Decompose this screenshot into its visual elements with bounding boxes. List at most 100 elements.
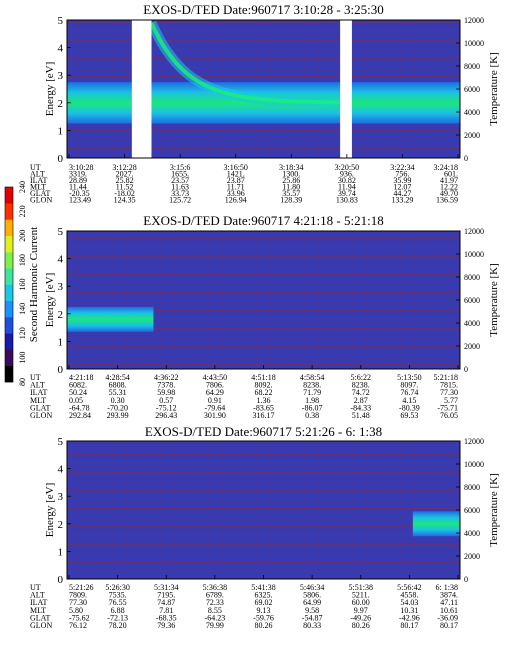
row-value-mlt: 2.87 bbox=[354, 396, 368, 405]
row-value-ut: 5:21:18 bbox=[434, 373, 458, 382]
row-value-mlt: 0.57 bbox=[159, 396, 173, 405]
row-value-ut: 5:56:42 bbox=[397, 583, 421, 592]
row-value-mlt: 12.22 bbox=[440, 183, 458, 192]
spectrogram-texture bbox=[67, 231, 460, 369]
colorbar-tick-label: 80 bbox=[18, 378, 27, 386]
row-value-glon: 69.53 bbox=[400, 411, 418, 420]
row-label-glat: GLAT bbox=[30, 403, 51, 412]
row-value-alt: 8097. bbox=[400, 381, 418, 390]
row-value-alt: 5806. bbox=[303, 591, 321, 600]
row-value-alt: 7809. bbox=[69, 591, 87, 600]
row-value-glon: 80.26 bbox=[352, 621, 370, 630]
row-value-ut: 5:41:38 bbox=[251, 583, 275, 592]
row-value-alt: 6082. bbox=[69, 381, 87, 390]
colorbar-swatch bbox=[5, 187, 13, 204]
row-value-glat: -68.35 bbox=[156, 613, 177, 622]
row-value-alt: 601. bbox=[444, 170, 458, 179]
row-value-ilat: 25.82 bbox=[116, 176, 134, 185]
row-value-mlt: 9.13 bbox=[257, 606, 271, 615]
colorbar-frame bbox=[4, 186, 14, 383]
colorbar-tick-label: 240 bbox=[18, 181, 27, 193]
panel-2: EXOS-D/TED Date:960717 4:21:18 - 5:21:18… bbox=[30, 213, 500, 420]
y2-tick-label: 2000 bbox=[464, 131, 480, 140]
y-tick-label: 4 bbox=[58, 43, 64, 55]
colorbar-swatch bbox=[5, 365, 13, 383]
row-value-alt: 6789. bbox=[206, 591, 224, 600]
intensity-band bbox=[412, 511, 460, 537]
row-value-ut: 4:51:18 bbox=[251, 373, 275, 382]
row-value-mlt: 5.80 bbox=[69, 606, 83, 615]
row-value-mlt: 1.36 bbox=[257, 396, 271, 405]
row-label-mlt: MLT bbox=[30, 396, 46, 405]
row-value-mlt: 5.77 bbox=[444, 396, 458, 405]
row-value-glat: 39.74 bbox=[338, 189, 356, 198]
y2-tick-label: 0 bbox=[464, 575, 468, 584]
row-value-glon: 126.94 bbox=[225, 196, 247, 205]
row-label-glon: GLON bbox=[30, 196, 52, 205]
row-value-glon: 76.12 bbox=[69, 621, 87, 630]
row-value-alt: 7806. bbox=[206, 381, 224, 390]
y2-tick-label: 0 bbox=[464, 365, 468, 374]
row-value-glat: -42.96 bbox=[399, 613, 420, 622]
row-value-ut: 3:16:50 bbox=[223, 163, 247, 172]
row-value-ut: 5:36:38 bbox=[203, 583, 227, 592]
y-tick-label: 0 bbox=[58, 574, 64, 586]
panel-title: EXOS-D/TED Date:960717 3:10:28 - 3:25:30 bbox=[143, 2, 383, 17]
row-value-ilat: 76.74 bbox=[400, 388, 418, 397]
y-axis-label: Energy [eV] bbox=[44, 273, 56, 327]
colorbar-tick-label: 140 bbox=[18, 303, 27, 315]
row-value-ilat: 60.00 bbox=[352, 598, 370, 607]
row-value-mlt: 9.97 bbox=[354, 606, 368, 615]
y2-tick-label: 0 bbox=[464, 154, 468, 163]
row-value-mlt: 0.91 bbox=[208, 396, 222, 405]
row-value-ilat: 55.31 bbox=[109, 388, 127, 397]
decay-trace-core bbox=[149, 21, 341, 105]
y-tick-label: 2 bbox=[58, 309, 64, 321]
row-value-glat: -83.65 bbox=[253, 403, 274, 412]
row-value-ut: 3:24:18 bbox=[434, 163, 458, 172]
y2-tick-label: 12000 bbox=[464, 437, 484, 446]
row-value-glat: -59.76 bbox=[253, 613, 274, 622]
row-value-glon: 133.29 bbox=[391, 196, 413, 205]
row-value-glon: 80.33 bbox=[303, 621, 321, 630]
row-label-mlt: MLT bbox=[30, 183, 46, 192]
row-value-mlt: 11.63 bbox=[171, 183, 189, 192]
y2-tick-label: 12000 bbox=[464, 227, 484, 236]
row-value-alt: 8092. bbox=[255, 381, 273, 390]
row-value-ilat: 68.22 bbox=[255, 388, 273, 397]
y-tick-label: 5 bbox=[58, 436, 64, 448]
row-value-glon: 136.59 bbox=[436, 196, 458, 205]
row-value-alt: 2027. bbox=[116, 170, 134, 179]
colorbar-swatch bbox=[5, 333, 13, 350]
row-value-ilat: 64.29 bbox=[206, 388, 224, 397]
row-value-alt: 1655. bbox=[171, 170, 189, 179]
row-value-ilat: 76.55 bbox=[109, 598, 127, 607]
panel-title: EXOS-D/TED Date:960717 4:21:18 - 5:21:18 bbox=[143, 213, 383, 228]
row-label-ut: UT bbox=[30, 163, 41, 172]
row-value-ut: 5:13:50 bbox=[397, 373, 421, 382]
row-label-alt: ALT bbox=[30, 381, 45, 390]
row-value-glon: 79.36 bbox=[157, 621, 175, 630]
row-value-alt: 1421. bbox=[227, 170, 245, 179]
row-value-mlt: 7.81 bbox=[159, 606, 173, 615]
row-value-glat: -49.26 bbox=[350, 613, 371, 622]
intensity-band bbox=[67, 306, 154, 332]
row-value-glat: 33.96 bbox=[227, 189, 245, 198]
y2-tick-label: 8000 bbox=[464, 483, 480, 492]
row-value-alt: 7195. bbox=[157, 591, 175, 600]
y2-tick-label: 6000 bbox=[464, 506, 480, 515]
row-value-alt: 8238. bbox=[352, 381, 370, 390]
colorbar-tick-label: 220 bbox=[18, 205, 27, 217]
row-value-ilat: 30.82 bbox=[338, 176, 356, 185]
row-value-alt: 1300. bbox=[282, 170, 300, 179]
row-value-glon: 125.72 bbox=[169, 196, 191, 205]
row-value-alt: 3874. bbox=[440, 591, 458, 600]
y2-tick-label: 6000 bbox=[464, 85, 480, 94]
y2-axis-label: Temperature [K] bbox=[488, 473, 500, 546]
row-value-mlt: 9.58 bbox=[305, 606, 319, 615]
row-label-glon: GLON bbox=[30, 411, 52, 420]
colorbar-tick-label: 160 bbox=[18, 279, 27, 291]
y-tick-label: 1 bbox=[58, 336, 64, 348]
row-value-mlt: 11.52 bbox=[116, 183, 134, 192]
